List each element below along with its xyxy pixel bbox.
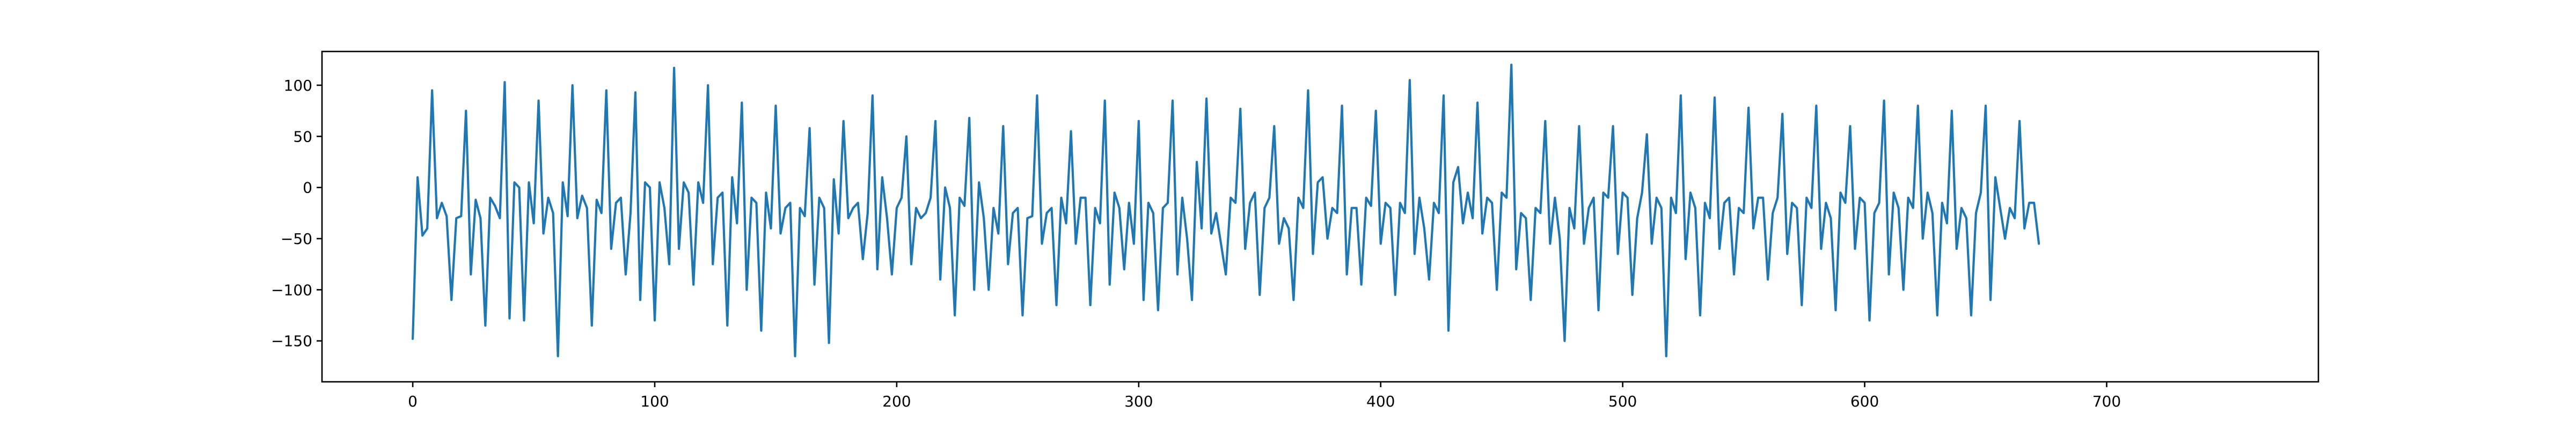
y-tick-label: 0 — [303, 179, 312, 197]
x-tick-label: 700 — [2092, 393, 2121, 410]
x-tick-label: 600 — [1850, 393, 1879, 410]
plot-area — [411, 63, 2040, 358]
x-tick-label: 100 — [640, 393, 669, 410]
x-tick-label: 400 — [1366, 393, 1395, 410]
x-tick-label: 500 — [1608, 393, 1637, 410]
y-tick-label: −150 — [271, 332, 312, 350]
series-line — [411, 63, 2040, 358]
x-tick-label: 200 — [882, 393, 911, 410]
x-axis-ticks: 0 100 200 300 400 500 600 700 — [408, 382, 2121, 410]
y-tick-label: −50 — [281, 230, 312, 248]
x-tick-label: 0 — [408, 393, 418, 410]
y-tick-label: 100 — [284, 77, 312, 94]
x-tick-label: 300 — [1124, 393, 1153, 410]
axes-frame — [321, 50, 2319, 383]
y-tick-label: −100 — [271, 281, 312, 299]
y-tick-label: 50 — [293, 128, 312, 145]
y-axis-ticks: 100 50 0 −50 −100 −150 — [271, 77, 322, 350]
